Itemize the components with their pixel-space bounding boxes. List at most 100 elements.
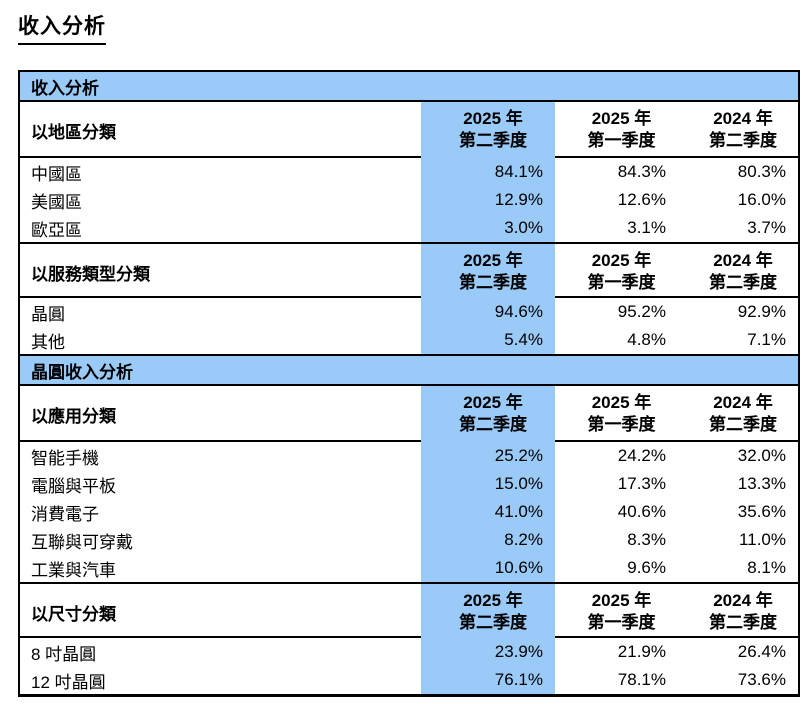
row-label: 工業與汽車 xyxy=(31,560,116,580)
value-2024q2: 7.1% xyxy=(747,330,786,349)
value-2025q1: 21.9% xyxy=(617,642,666,661)
period-quarter: 第二季度 xyxy=(459,415,527,434)
section-band-revenue: 收入分析 xyxy=(20,72,798,102)
period-quarter: 第二季度 xyxy=(459,131,527,150)
value-2025q2: 94.6% xyxy=(421,298,555,326)
period-quarter: 第一季度 xyxy=(587,273,656,292)
period-year: 2024 年 xyxy=(713,392,773,412)
value-2025q2: 12.9% xyxy=(421,186,555,214)
value-2025q2: 23.9% xyxy=(421,638,555,666)
value-2025q1: 17.3% xyxy=(617,474,666,493)
value-2025q1: 78.1% xyxy=(617,670,666,689)
table-row-smartphone: 智能手機 25.2% 24.2% 32.0% xyxy=(20,442,798,470)
value-2025q1: 40.6% xyxy=(617,502,666,521)
period-quarter: 第二季度 xyxy=(459,273,527,292)
header-row-service-type: 以服務類型分類 2025 年 第二季度 2025 年 第一季度 2024 年 第… xyxy=(20,242,798,300)
value-2024q2: 32.0% xyxy=(737,446,786,465)
period-year: 2024 年 xyxy=(713,108,773,128)
value-2025q2: 8.2% xyxy=(421,526,555,554)
value-2024q2: 11.0% xyxy=(739,530,786,549)
period-header-2025q1: 2025 年 第一季度 xyxy=(555,244,678,300)
period-year: 2024 年 xyxy=(713,590,773,610)
period-quarter: 第二季度 xyxy=(709,131,777,150)
table-row-usa: 美國區 12.9% 12.6% 16.0% xyxy=(20,186,798,214)
value-2024q2: 80.3% xyxy=(737,162,786,181)
value-2025q1: 8.3% xyxy=(627,530,666,549)
section-title-service-type: 以服務類型分類 xyxy=(31,264,150,284)
period-year: 2025 年 xyxy=(463,108,523,128)
table-row-industrial-auto: 工業與汽車 10.6% 9.6% 8.1% xyxy=(20,554,798,582)
value-2025q1: 9.6% xyxy=(627,558,666,577)
value-2024q2: 92.9% xyxy=(737,302,786,321)
page-title: 收入分析 xyxy=(18,10,106,45)
table-row-eurasia: 歐亞區 3.0% 3.1% 3.7% xyxy=(20,214,798,242)
value-2025q1: 24.2% xyxy=(617,446,666,465)
value-2025q2: 5.4% xyxy=(421,326,555,354)
value-2025q2: 25.2% xyxy=(421,442,555,470)
value-2025q2: 10.6% xyxy=(421,554,555,582)
period-header-2025q2: 2025 年 第二季度 xyxy=(421,102,555,158)
value-2024q2: 16.0% xyxy=(737,190,786,209)
period-header-2025q1: 2025 年 第一季度 xyxy=(555,584,678,640)
section-title-size: 以尺寸分類 xyxy=(31,604,116,624)
table-row-12inch-wafer: 12 吋晶圓 76.1% 78.1% 73.6% xyxy=(20,666,798,694)
value-2025q2: 41.0% xyxy=(421,498,555,526)
table-row-consumer-electronics: 消費電子 41.0% 40.6% 35.6% xyxy=(20,498,798,526)
value-2024q2: 35.6% xyxy=(737,502,786,521)
period-header-2025q2: 2025 年 第二季度 xyxy=(421,584,555,640)
section-title-region: 以地區分類 xyxy=(31,122,116,142)
period-year: 2024 年 xyxy=(713,250,773,270)
period-year: 2025 年 xyxy=(463,590,523,610)
table-row-iot-wearable: 互聯與可穿戴 8.2% 8.3% 11.0% xyxy=(20,526,798,554)
period-header-2024q2: 2024 年 第二季度 xyxy=(678,102,798,158)
section-band-wafer-revenue: 晶圓收入分析 xyxy=(20,354,798,386)
period-header-2025q1: 2025 年 第一季度 xyxy=(555,386,678,442)
header-row-region: 以地區分類 2025 年 第二季度 2025 年 第一季度 2024 年 第二季… xyxy=(20,102,798,158)
value-2025q1: 84.3% xyxy=(617,162,666,181)
period-quarter: 第二季度 xyxy=(459,613,527,632)
row-label: 消費電子 xyxy=(31,504,99,524)
period-year: 2025 年 xyxy=(463,250,523,270)
value-2024q2: 26.4% xyxy=(737,642,786,661)
value-2025q1: 95.2% xyxy=(617,302,666,321)
period-header-2025q2: 2025 年 第二季度 xyxy=(421,244,555,300)
period-year: 2025 年 xyxy=(591,108,652,128)
row-label: 其他 xyxy=(31,332,65,352)
table-row-wafer: 晶圓 94.6% 95.2% 92.9% xyxy=(20,298,798,326)
table-row-china: 中國區 84.1% 84.3% 80.3% xyxy=(20,158,798,186)
value-2025q1: 3.1% xyxy=(627,218,666,237)
period-quarter: 第二季度 xyxy=(709,273,777,292)
header-row-application: 以應用分類 2025 年 第二季度 2025 年 第一季度 2024 年 第二季… xyxy=(20,386,798,442)
period-header-2024q2: 2024 年 第二季度 xyxy=(678,386,798,442)
period-quarter: 第二季度 xyxy=(709,415,777,434)
row-label: 美國區 xyxy=(31,192,82,212)
period-year: 2025 年 xyxy=(463,392,523,412)
revenue-analysis-table: 收入分析 以地區分類 2025 年 第二季度 2025 年 第一季度 2024 … xyxy=(18,70,800,697)
period-year: 2025 年 xyxy=(591,392,652,412)
row-label: 智能手機 xyxy=(31,448,99,468)
period-quarter: 第一季度 xyxy=(587,415,656,434)
period-header-2025q2: 2025 年 第二季度 xyxy=(421,386,555,442)
table-row-other: 其他 5.4% 4.8% 7.1% xyxy=(20,326,798,354)
value-2024q2: 8.1% xyxy=(747,558,786,577)
row-label: 中國區 xyxy=(31,164,82,184)
period-header-2025q1: 2025 年 第一季度 xyxy=(555,102,678,158)
value-2025q1: 4.8% xyxy=(627,330,666,349)
value-2024q2: 3.7% xyxy=(747,218,786,237)
header-row-size: 以尺寸分類 2025 年 第二季度 2025 年 第一季度 2024 年 第二季… xyxy=(20,582,798,640)
period-quarter: 第一季度 xyxy=(587,613,656,632)
table-row-8inch-wafer: 8 吋晶圓 23.9% 21.9% 26.4% xyxy=(20,638,798,666)
value-2025q2: 3.0% xyxy=(421,214,555,242)
value-2024q2: 13.3% xyxy=(737,474,786,493)
row-label: 互聯與可穿戴 xyxy=(31,532,133,552)
period-year: 2025 年 xyxy=(591,590,652,610)
period-header-2024q2: 2024 年 第二季度 xyxy=(678,584,798,640)
value-2025q1: 12.6% xyxy=(617,190,666,209)
row-label: 晶圓 xyxy=(31,304,65,324)
section-title-application: 以應用分類 xyxy=(31,406,116,426)
period-quarter: 第二季度 xyxy=(709,613,777,632)
period-year: 2025 年 xyxy=(591,250,652,270)
row-label: 12 吋晶圓 xyxy=(31,672,106,692)
row-label: 歐亞區 xyxy=(31,220,82,240)
value-2025q2: 76.1% xyxy=(421,666,555,694)
